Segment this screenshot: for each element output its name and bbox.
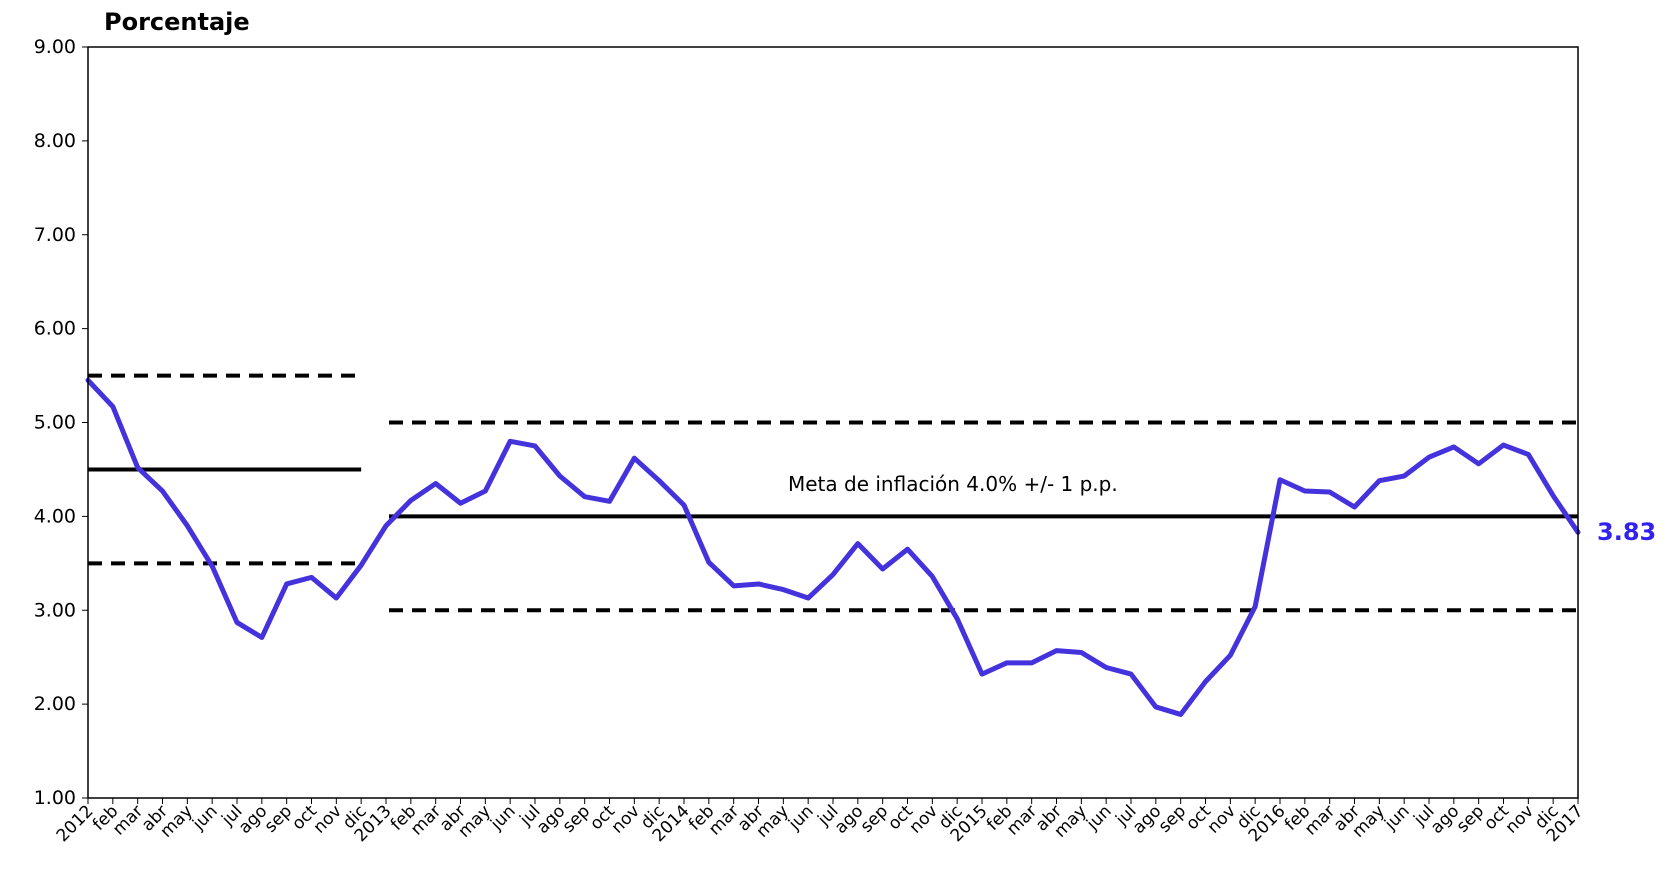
x-tick-labels: 2012febmarabrmayjunjulagosepoctnovdic201… xyxy=(53,801,1588,846)
y-tick-label: 2.00 xyxy=(34,693,76,715)
y-tick-label: 1.00 xyxy=(34,787,76,809)
target-annotation: Meta de inflación 4.0% +/- 1 p.p. xyxy=(788,472,1118,496)
y-tick-label: 9.00 xyxy=(34,36,76,58)
x-tick-label: jun xyxy=(188,801,221,834)
y-axis-title: Porcentaje xyxy=(104,8,250,36)
y-tick-label: 7.00 xyxy=(34,224,76,246)
x-tick-label: jun xyxy=(1380,801,1413,834)
series-layer xyxy=(85,377,1581,717)
y-tick-label: 4.00 xyxy=(34,505,76,527)
y-tick-labels: 1.00 2.00 3.00 4.00 5.00 6.00 7.00 8.00 9.00 xyxy=(34,36,76,809)
inflation-series-line xyxy=(85,377,1581,717)
x-tick-label: jun xyxy=(1082,801,1115,834)
axes-layer xyxy=(82,46,1579,804)
y-tick-label: 5.00 xyxy=(34,412,76,434)
y-tick-label: 6.00 xyxy=(34,318,76,340)
x-tick-label: jun xyxy=(784,801,817,834)
x-tick-label: jun xyxy=(486,801,519,834)
y-tick-label: 3.00 xyxy=(34,599,76,621)
reference-lines xyxy=(88,373,1578,613)
y-tick-label: 8.00 xyxy=(34,130,76,152)
last-value-label: 3.83 xyxy=(1597,518,1656,546)
